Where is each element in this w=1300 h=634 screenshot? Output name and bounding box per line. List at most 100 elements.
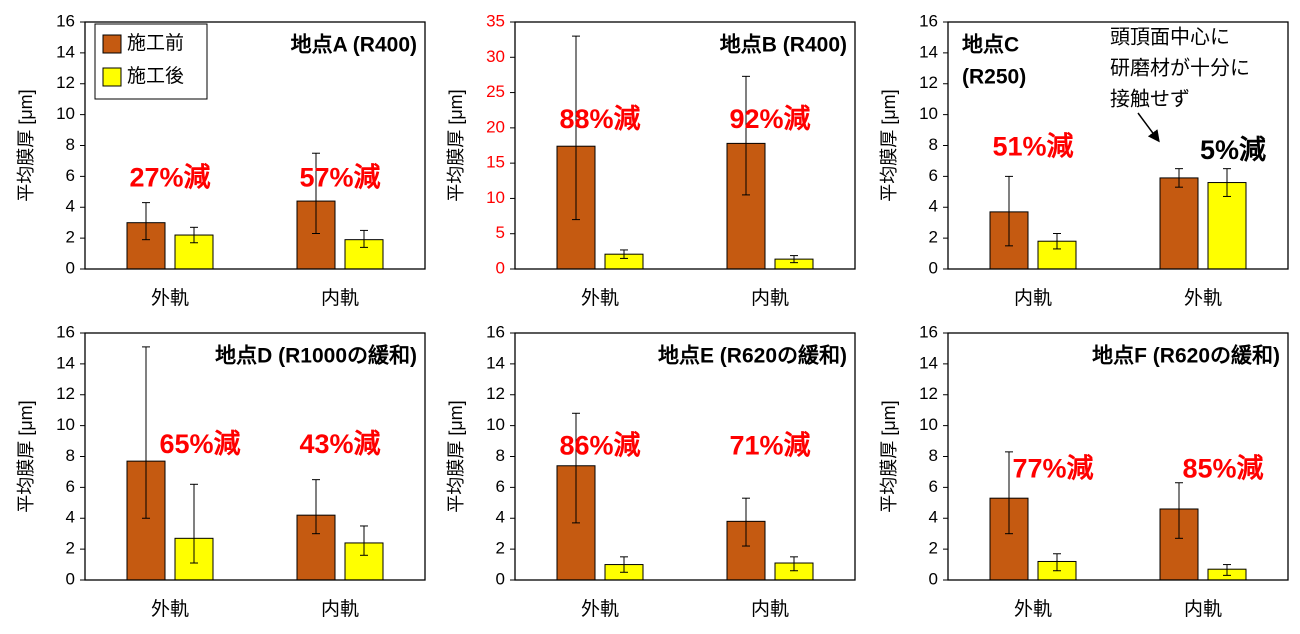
plot-frame [947,332,1289,581]
x-tick-label: 外軌 [581,598,619,620]
y-tick-label: 2 [66,539,75,558]
x-tick-label: 外軌 [1184,287,1222,309]
plot-frame [947,21,1289,270]
y-tick-label: 0 [66,569,75,588]
x-tick-label: 外軌 [151,598,189,620]
y-tick-label: 10 [56,104,75,123]
reduction-label: 85%減 [1182,454,1263,484]
x-tick-label: 内軌 [751,598,789,620]
reduction-label: 57%減 [299,163,380,193]
y-tick-label: 15 [486,153,505,172]
y-tick-label: 2 [929,539,938,558]
y-tick-label: 8 [66,135,75,154]
panel-title: 地点F (R620の緩和) [1092,344,1280,368]
legend-swatch [102,34,122,54]
y-tick-label: 10 [486,188,505,207]
annotation: 接触せず [1110,87,1190,110]
annotation-arrow [1137,112,1160,143]
reduction-label: 88%減 [559,104,640,134]
reduction-label: 43%減 [299,429,380,459]
y-tick-label: 16 [56,322,75,341]
y-tick-label: 6 [496,477,505,496]
x-tick-label: 外軌 [151,287,189,309]
y-axis-label: 平均膜厚 [μm] [879,89,899,201]
plot-frame [84,21,426,270]
y-tick-label: 6 [66,477,75,496]
reduction-label: 71%減 [729,430,810,460]
x-tick-label: 外軌 [1014,598,1052,620]
legend-label: 施工前 [127,32,184,54]
y-tick-label: 12 [486,384,505,403]
reduction-label: 65%減 [159,429,240,459]
legend-swatch [102,67,122,87]
y-axis-label: 平均膜厚 [μm] [16,89,36,201]
y-tick-label: 0 [496,258,505,277]
y-tick-label: 12 [56,384,75,403]
y-tick-label: 14 [56,353,75,372]
y-tick-label: 16 [919,322,938,341]
y-tick-label: 25 [486,82,505,101]
y-tick-label: 12 [919,73,938,92]
y-tick-label: 12 [919,384,938,403]
y-tick-label: 14 [56,42,75,61]
y-axis-label: 平均膜厚 [μm] [446,89,466,201]
y-tick-label: 10 [486,415,505,434]
annotation: 研磨材が十分に [1110,56,1250,79]
y-tick-label: 16 [919,11,938,30]
y-tick-label: 6 [929,477,938,496]
x-tick-label: 内軌 [1014,287,1052,309]
plot-frame [84,332,426,581]
panel-title: 地点A (R400) [291,33,417,57]
y-tick-label: 8 [929,135,938,154]
y-tick-label: 14 [486,353,505,372]
y-tick-label: 16 [486,322,505,341]
y-tick-label: 2 [66,228,75,247]
y-tick-label: 14 [919,353,938,372]
y-tick-label: 10 [56,415,75,434]
y-tick-label: 12 [56,73,75,92]
reduction-label: 27%減 [129,163,210,193]
y-tick-label: 20 [486,117,505,136]
annotation: 頭頂面中心に [1110,25,1230,48]
bar [1159,177,1199,270]
panel-title: 地点B (R400) [720,33,847,57]
x-tick-label: 内軌 [321,287,359,309]
y-tick-label: 8 [496,446,505,465]
panel-title: (R250) [962,66,1026,89]
y-tick-label: 4 [66,508,75,527]
reduction-label: 51%減 [992,132,1073,162]
panel-title: 地点C [962,33,1019,57]
y-tick-label: 5 [496,223,505,242]
plot-frame [514,332,856,581]
y-tick-label: 4 [496,508,505,527]
y-tick-label: 4 [929,508,938,527]
panel-title: 地点D (R1000の緩和) [215,344,417,368]
y-tick-label: 35 [486,11,505,30]
reduction-label: 5%減 [1200,135,1266,165]
y-tick-label: 0 [66,258,75,277]
y-tick-label: 0 [929,569,938,588]
y-tick-label: 16 [56,11,75,30]
y-tick-label: 10 [919,104,938,123]
y-tick-label: 6 [66,166,75,185]
y-tick-label: 2 [496,539,505,558]
plot-frame [514,21,856,270]
y-tick-label: 14 [919,42,938,61]
y-axis-label: 平均膜厚 [μm] [879,400,899,512]
y-tick-label: 4 [66,197,75,216]
y-tick-label: 4 [929,197,938,216]
y-tick-label: 0 [929,258,938,277]
x-tick-label: 内軌 [751,287,789,309]
y-axis-label: 平均膜厚 [μm] [446,400,466,512]
reduction-label: 86%減 [559,430,640,460]
y-tick-label: 2 [929,228,938,247]
y-tick-label: 0 [496,569,505,588]
reduction-label: 92%減 [729,104,810,134]
y-tick-label: 6 [929,166,938,185]
legend-label: 施工後 [127,65,184,87]
x-tick-label: 内軌 [321,598,359,620]
y-axis-label: 平均膜厚 [μm] [16,400,36,512]
x-tick-label: 内軌 [1184,598,1222,620]
y-tick-label: 8 [66,446,75,465]
